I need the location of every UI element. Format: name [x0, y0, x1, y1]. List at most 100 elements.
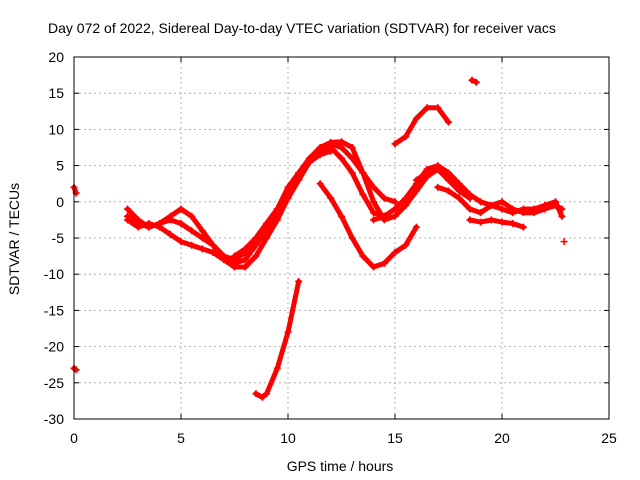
data-point: [177, 220, 185, 228]
data-point: [231, 252, 238, 260]
series-arc-7: [391, 104, 452, 148]
data-point: [402, 133, 410, 141]
data-point: [241, 245, 249, 253]
x-tick-label: 20: [494, 430, 510, 446]
y-tick-label: 20: [48, 49, 64, 65]
grid: [74, 57, 609, 419]
series-arc-10: [466, 216, 527, 231]
chart-title: Day 072 of 2022, Sidereal Day-to-day VTE…: [48, 20, 556, 36]
data-point: [124, 216, 131, 224]
data-point: [498, 198, 506, 206]
data-point: [498, 218, 506, 226]
data-point: [477, 198, 485, 206]
y-tick-label: -5: [52, 230, 65, 246]
data-point: [412, 115, 420, 123]
data-point: [445, 118, 452, 126]
y-axis-ticks: -30 -25 -20 -15 -10 -5 0 5 10 15 20: [44, 49, 609, 427]
x-tick-label: 5: [177, 430, 185, 446]
data-point: [391, 140, 399, 148]
data-point: [466, 205, 474, 213]
y-tick-label: -20: [44, 339, 64, 355]
data-point: [188, 227, 196, 235]
data-point: [370, 263, 378, 271]
data-point: [241, 263, 249, 271]
data-point: [466, 194, 474, 202]
series-arc-13: [70, 183, 80, 197]
data-point: [519, 209, 527, 217]
data-point: [177, 238, 185, 246]
data-point: [359, 169, 367, 177]
data-point: [156, 220, 164, 228]
data-point: [338, 154, 345, 162]
data-point: [391, 212, 399, 220]
data-point: [348, 169, 356, 177]
data-point: [134, 216, 142, 224]
y-tick-label: 10: [48, 121, 64, 137]
data-point: [316, 144, 324, 151]
data-point: [434, 165, 442, 173]
data-point: [338, 212, 345, 220]
data-point: [263, 390, 271, 398]
data-point: [412, 223, 420, 231]
y-axis-label: SDTVAR / TECUs: [6, 183, 22, 295]
data-point: [327, 138, 335, 146]
data-point: [445, 172, 452, 180]
series-trace: [317, 181, 419, 270]
data-point: [402, 241, 410, 249]
y-tick-label: -15: [44, 302, 64, 318]
data-point: [455, 194, 463, 202]
data-point: [198, 245, 206, 253]
data-point: [402, 201, 410, 209]
data-point: [468, 76, 476, 84]
data-point: [295, 169, 303, 177]
data-point: [455, 183, 463, 191]
series-arc-14: [70, 364, 80, 374]
data-point: [423, 169, 431, 177]
y-tick-label: 15: [48, 85, 64, 101]
data-point: [477, 209, 485, 217]
data-point: [209, 248, 217, 256]
data-point: [434, 104, 442, 112]
series-arc-15: [560, 238, 568, 246]
x-axis-ticks: 0 5 10 15 20 25: [70, 57, 617, 446]
data-point: [338, 138, 345, 146]
x-tick-label: 10: [280, 430, 296, 446]
data-point: [231, 263, 238, 271]
data-point: [284, 183, 292, 191]
series-trace: [392, 105, 451, 147]
data-point: [188, 212, 196, 220]
data-point: [258, 393, 266, 401]
data-point: [370, 183, 378, 191]
data-point: [370, 209, 378, 217]
x-tick-label: 15: [387, 430, 403, 446]
data-point: [477, 218, 485, 226]
y-tick-label: -10: [44, 266, 64, 282]
data-point: [558, 212, 566, 220]
data-point: [487, 216, 495, 224]
data-point: [466, 216, 474, 224]
data-point: [359, 252, 367, 260]
data-point: [445, 187, 452, 195]
data-point: [380, 259, 388, 267]
y-tick-label: 0: [56, 194, 64, 210]
y-tick-label: -25: [44, 375, 64, 391]
series-arc-11: [412, 165, 474, 202]
data-point: [391, 205, 399, 213]
y-tick-label: 5: [56, 158, 64, 174]
data-point: [284, 328, 292, 336]
data-point: [305, 154, 313, 162]
data-point: [472, 78, 480, 86]
series-trace: [253, 278, 302, 400]
data-point: [359, 191, 367, 199]
data-point: [380, 194, 388, 202]
data-point: [380, 212, 388, 220]
data-point: [391, 248, 399, 256]
data-point: [498, 205, 506, 213]
data-point: [252, 390, 260, 398]
series-arc-6: [252, 277, 303, 401]
data-point: [252, 234, 260, 242]
data-point: [487, 201, 495, 209]
data-point: [552, 201, 559, 209]
data-point: [558, 205, 566, 213]
